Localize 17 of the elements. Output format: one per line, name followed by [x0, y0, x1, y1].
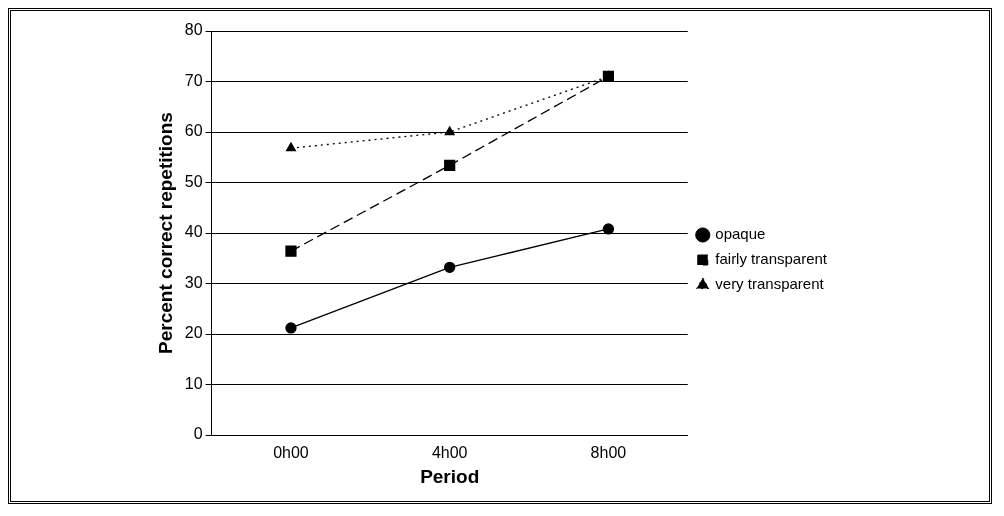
x-tick-label: 4h00	[431, 444, 468, 462]
y-tick-label: 40	[184, 223, 203, 241]
y-tick-label: 10	[184, 374, 203, 392]
y-tick-label: 30	[184, 273, 203, 291]
y-tick-label: 70	[184, 71, 203, 89]
legend-label: opaque	[715, 225, 766, 243]
x-tick-label: 8h00	[590, 444, 627, 462]
legend-label: fairly transparent	[715, 250, 828, 268]
y-tick-label: 80	[184, 21, 203, 39]
x-axis-title: Period	[420, 465, 480, 487]
y-tick-label: 20	[184, 324, 203, 342]
y-tick-label: 50	[184, 172, 203, 190]
y-axis-title: Percent correct repetitions	[154, 112, 176, 354]
x-tick-label: 0h00	[273, 444, 309, 462]
y-tick-label: 0	[193, 425, 203, 443]
y-tick-label: 60	[184, 122, 203, 140]
legend-label: very transparent	[715, 275, 825, 293]
